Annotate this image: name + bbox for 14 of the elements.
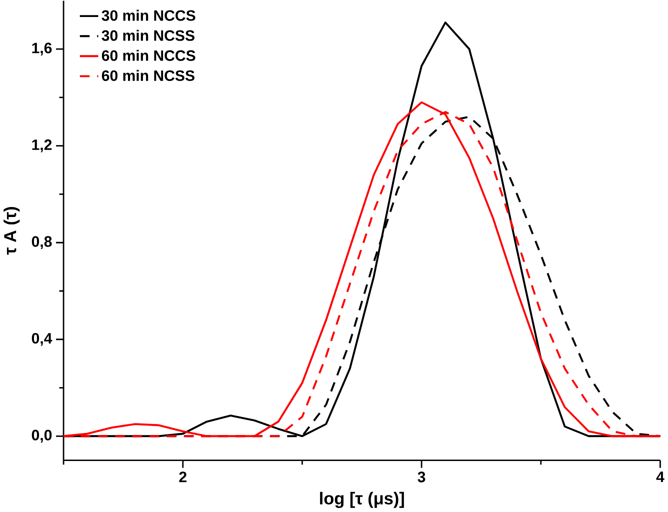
x-tick-label: 3 [418,472,426,483]
y-tick-label: 0,0 [32,430,52,443]
legend-label: 30 min NCSS [102,30,194,42]
legend-label: 60 min NCSS [102,70,194,82]
y-tick-label: 0,4 [32,333,52,346]
y-tick-label: 1,2 [32,140,52,152]
y-axis-title: τ A (τ) [4,207,20,255]
legend-label: 60 min NCCS [102,50,196,62]
y-tick-label: 1,6 [32,42,52,56]
x-tick-label: 2 [179,472,186,482]
y-tick-label: 0,8 [32,236,52,250]
x-axis-title: log [τ (μs)] [320,492,404,508]
legend-label: 30 min NCCS [102,10,196,22]
x-tick-label: 4 [656,472,664,482]
